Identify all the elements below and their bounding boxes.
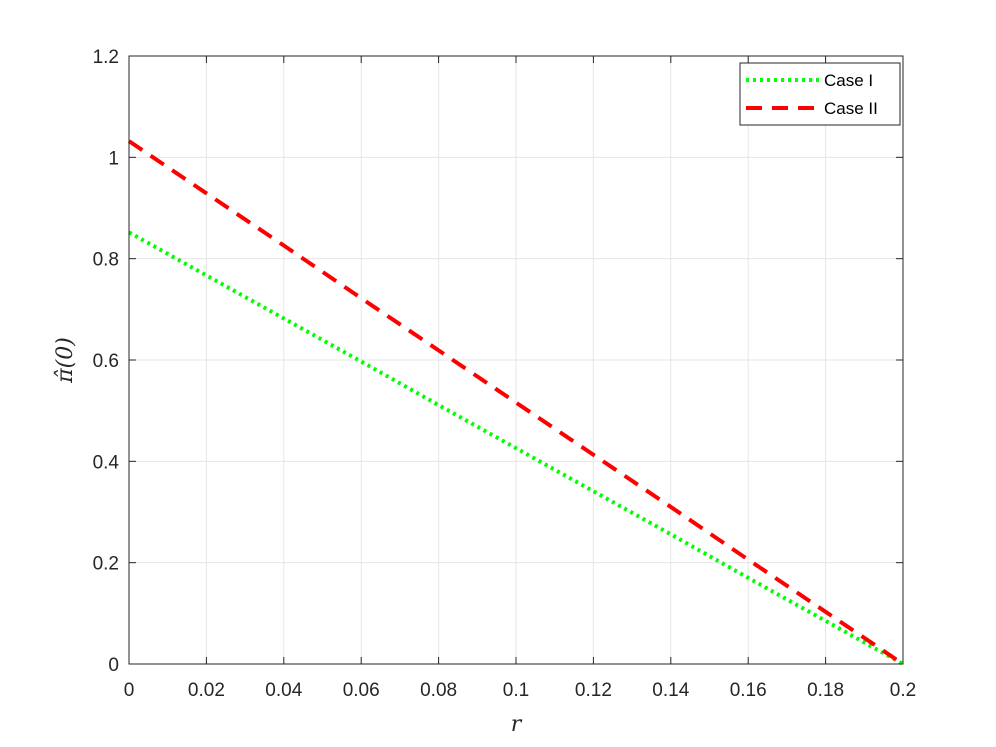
x-tick-label: 0.14 (652, 680, 689, 701)
y-tick-label: 1.2 (93, 47, 119, 68)
x-tick-label: 0.16 (730, 680, 767, 701)
legend-label-2: Case II (824, 99, 878, 118)
x-tick-label: 0.04 (265, 680, 302, 701)
legend: Case I Case II (739, 62, 901, 126)
y-axis-label: π̂(0) (53, 337, 78, 384)
x-axis-label: r (511, 712, 523, 737)
y-tick-label: 0.4 (93, 452, 120, 473)
series-layer (127, 139, 905, 666)
series-line-1 (128, 230, 904, 666)
x-tick-label: 0.18 (807, 680, 844, 701)
y-tick-label: 0.8 (93, 250, 119, 271)
x-tick-label: 0.06 (343, 680, 380, 701)
y-tick-label: 0.6 (93, 351, 119, 372)
x-tick-label: 0.08 (420, 680, 457, 701)
y-tick-label: 0.2 (93, 554, 119, 575)
legend-label-1: Case I (824, 71, 873, 90)
y-tick-label: 1 (108, 148, 119, 169)
x-tick-label: 0.12 (575, 680, 612, 701)
x-tick-label: 0.2 (890, 680, 916, 701)
x-tick-label: 0.02 (188, 680, 225, 701)
y-tick-label: 0 (108, 655, 119, 676)
x-tick-label: 0 (124, 680, 135, 701)
tick-labels: 0 0.02 0.04 0.06 0.08 0.1 0.12 0.14 0.16 0.18 0.2 0… (93, 47, 917, 701)
legend-box (739, 62, 901, 126)
axis-ticks (128, 55, 904, 665)
x-tick-label: 0.1 (503, 680, 529, 701)
